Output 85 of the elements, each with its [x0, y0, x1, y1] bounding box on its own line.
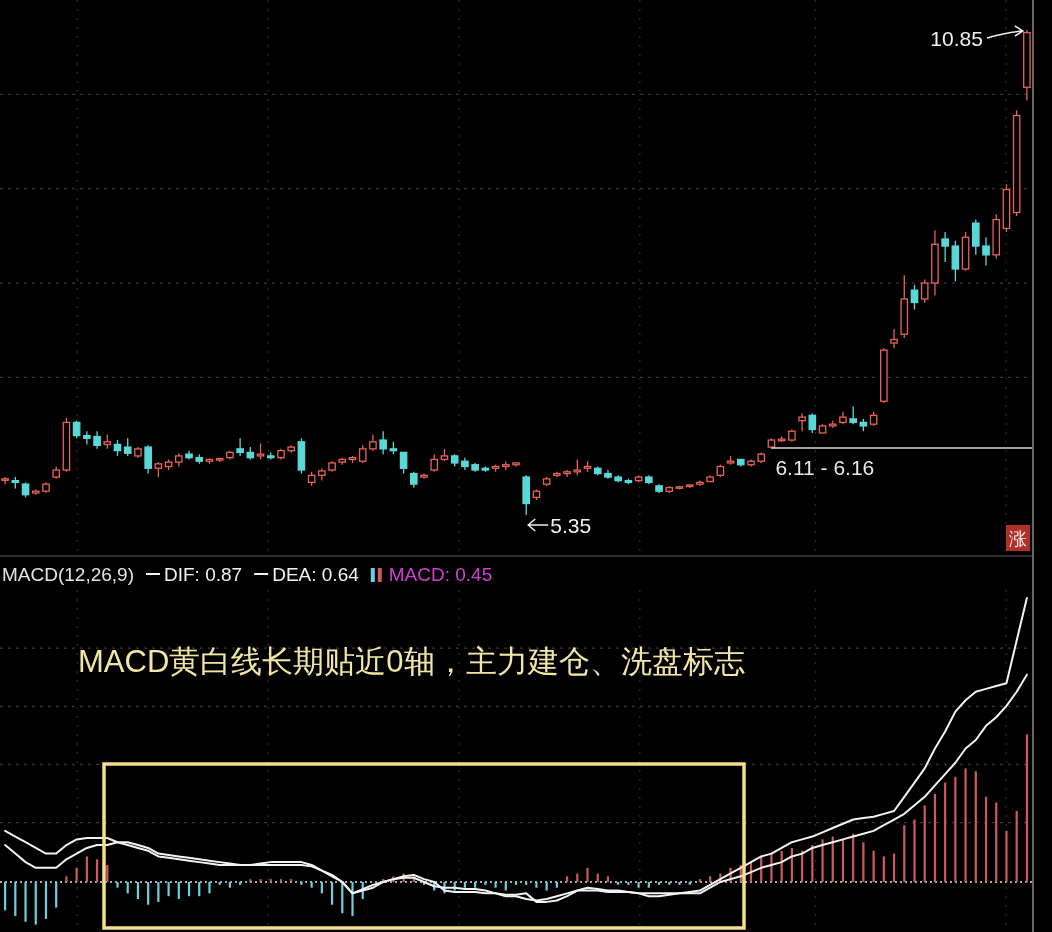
- bar: [514, 882, 518, 885]
- bar: [698, 879, 702, 882]
- bar: [187, 882, 191, 897]
- bar: [147, 882, 150, 905]
- bar: [709, 876, 712, 882]
- bar: [944, 782, 947, 882]
- bar: [24, 882, 27, 922]
- bar: [330, 882, 334, 905]
- bar: [555, 882, 558, 888]
- bar: [1015, 811, 1018, 882]
- bar: [882, 856, 885, 882]
- legend-item: DIF: 0.87: [164, 564, 243, 585]
- bar: [106, 864, 109, 882]
- bar: [984, 796, 988, 882]
- chart-title: MACD(12,26,9): [2, 564, 134, 585]
- bar: [657, 882, 661, 885]
- text: 涨: [1009, 529, 1027, 549]
- annotation: MACD黄白线长期贴近0轴，主力建仓、洗盘标志: [78, 644, 745, 679]
- legend-item: DEA: 0.64: [272, 564, 359, 585]
- annotation: 10.85: [930, 27, 983, 50]
- bar: [198, 882, 201, 897]
- bar: [770, 853, 773, 882]
- bar: [65, 876, 68, 882]
- bar: [974, 771, 977, 882]
- bar: [565, 876, 569, 882]
- bar: [596, 873, 599, 882]
- bar: [627, 882, 630, 885]
- bar: [14, 882, 17, 917]
- bar: [872, 850, 875, 882]
- bar: [218, 882, 221, 885]
- bar: [463, 882, 467, 888]
- bar: [351, 882, 354, 917]
- bar: [4, 882, 7, 911]
- bar: [208, 882, 211, 894]
- bar: [606, 876, 610, 882]
- bar: [279, 879, 283, 882]
- bar: [310, 882, 313, 888]
- bar: [647, 882, 650, 888]
- bar: [269, 879, 272, 882]
- bar: [95, 859, 99, 882]
- bar: [228, 882, 231, 888]
- bar: [167, 882, 170, 897]
- bar: [75, 867, 78, 882]
- bar: [923, 805, 926, 882]
- legend-item: MACD: 0.45: [388, 564, 493, 585]
- bar: [290, 879, 293, 882]
- bar: [668, 882, 671, 885]
- bar: [954, 776, 957, 882]
- bar: [903, 825, 906, 882]
- bar: [892, 853, 896, 882]
- bar: [964, 768, 967, 882]
- bar: [545, 882, 548, 891]
- bar: [688, 882, 691, 885]
- bar: [535, 882, 538, 888]
- bar: [995, 802, 998, 882]
- bar: [933, 793, 937, 882]
- bar: [136, 882, 140, 900]
- annotation: 5.35: [550, 514, 592, 537]
- bar: [177, 882, 180, 900]
- bar: [34, 882, 37, 925]
- bar: [300, 882, 303, 885]
- bar: [44, 882, 48, 919]
- bar: [474, 882, 477, 888]
- bar: [913, 819, 916, 882]
- bar: [586, 867, 589, 882]
- bar: [617, 882, 620, 885]
- bar: [862, 842, 865, 882]
- bar: [484, 882, 487, 885]
- bar: [116, 882, 119, 888]
- bar: [55, 882, 58, 908]
- bar: [576, 873, 579, 882]
- ref-line-label: 6.11 - 6.16: [775, 455, 875, 479]
- bar: [157, 882, 160, 902]
- bar: [1005, 830, 1008, 882]
- bar: [494, 882, 497, 888]
- bar: [1025, 734, 1028, 882]
- bar: [249, 879, 252, 882]
- bar: [239, 882, 242, 885]
- bar: [525, 882, 528, 885]
- bar: [85, 856, 88, 882]
- bar: [678, 882, 681, 885]
- bar: [637, 882, 640, 888]
- bar: [821, 839, 824, 882]
- bar: [259, 879, 262, 882]
- bar: [504, 882, 507, 891]
